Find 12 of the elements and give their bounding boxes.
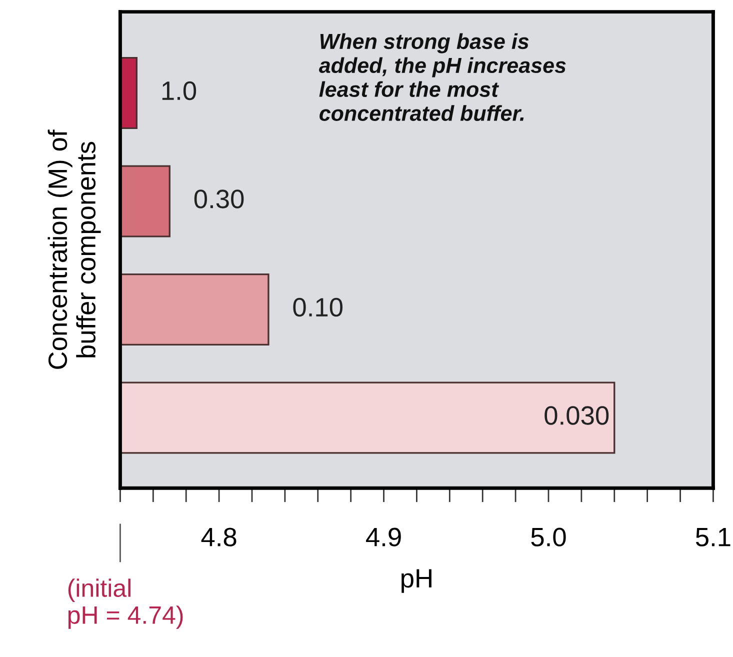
- x-tick-label: 5.1: [696, 528, 730, 546]
- x-tick-label: 4.9: [366, 528, 401, 546]
- y-axis-title: Concentration (M) of buffer components: [48, 130, 101, 369]
- x-tick-label: 5.0: [531, 528, 566, 546]
- annotation: When strong base is added, the pH increases least for the most concentrated buffer.: [318, 33, 566, 121]
- y-tick-label: 0.30: [194, 190, 244, 208]
- y-tick-label: 0.10: [293, 298, 343, 317]
- x-tick-label: 4.8: [201, 528, 236, 546]
- y-tick-label: 1.0: [162, 81, 196, 100]
- y-tick-label: 0.030: [544, 406, 609, 425]
- x-axis-title: pH: [402, 569, 432, 593]
- text: (initial pH = 4.74): [68, 578, 183, 629]
